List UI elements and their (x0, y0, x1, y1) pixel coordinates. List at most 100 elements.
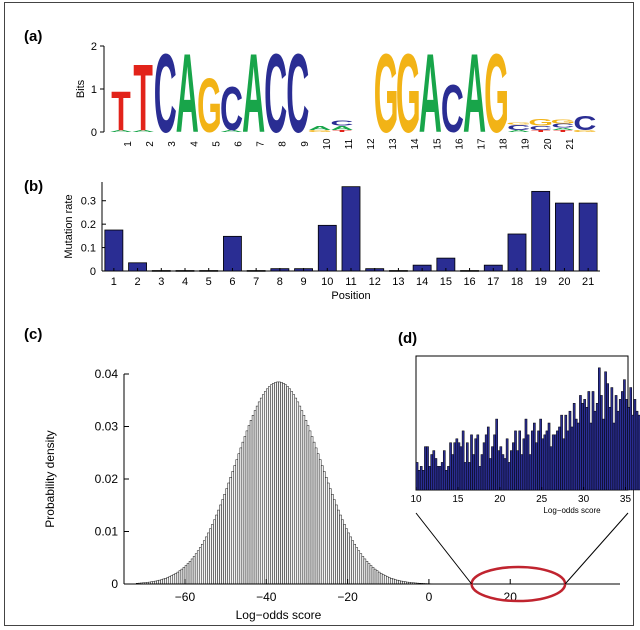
inset-bin (577, 422, 580, 491)
inset-bin (598, 367, 601, 491)
inset-bin (574, 418, 578, 491)
inset-bin (583, 399, 586, 491)
logo-letter-G: G (374, 33, 399, 157)
inset-x-tick-label: 35 (620, 494, 632, 505)
bar-x-tick-label: 10 (321, 276, 333, 288)
bar-x-tick-label: 8 (277, 276, 283, 288)
inset-bin (549, 446, 553, 491)
inset-bin (535, 442, 538, 491)
inset-bin (568, 410, 572, 491)
inset-bin (593, 410, 597, 491)
inset-bin (417, 470, 421, 491)
inset-bin (589, 422, 593, 491)
inset-bin (618, 399, 622, 491)
inset-bin (610, 387, 614, 491)
inset-x-axis-label: Log−odds score (543, 506, 601, 515)
logo-letter-T: T (553, 129, 573, 132)
inset-x-tick-label: 25 (536, 494, 548, 505)
inset-bin (438, 466, 442, 491)
inset-x-tick-label: 30 (578, 494, 590, 505)
logo-letter-C: C (286, 33, 309, 157)
inset-bin (528, 454, 532, 491)
logo-position-label: 21 (565, 138, 576, 150)
inset-x-tick-label: 10 (410, 494, 422, 505)
logo-position-label: 12 (366, 138, 377, 150)
logo-letter-A: A (463, 33, 486, 157)
bar-x-tick-label: 13 (392, 276, 404, 288)
logo-letter-G: G (550, 118, 575, 125)
inset-bin (543, 434, 547, 491)
inset-x-tick-label: 20 (494, 494, 506, 505)
logo-letter-C: C (264, 33, 287, 157)
density-y-tick-label: 0.02 (95, 472, 119, 486)
logo-letter-G: G (506, 122, 531, 125)
bar-x-tick-label: 7 (253, 276, 259, 288)
inset-bin (424, 446, 427, 491)
logo-position-label: 6 (234, 141, 245, 147)
inset-bin (510, 450, 513, 491)
inset-bin (436, 466, 440, 491)
inset-bin (551, 434, 555, 491)
inset-bin (606, 383, 609, 491)
inset-bin (522, 438, 526, 491)
figure-frame (4, 2, 634, 626)
bar-y-tick-label: 0 (90, 266, 96, 278)
inset-bin (560, 414, 563, 491)
inset-bin (495, 418, 498, 491)
inset-bin (501, 454, 505, 491)
inset-bin (558, 426, 561, 491)
logo-letter-A: A (176, 33, 199, 157)
logo-letter-T: T (111, 79, 131, 142)
inset-bin (612, 422, 616, 491)
inset-bin (442, 450, 446, 491)
inset-bin (579, 395, 582, 491)
logo-letter-G: G (197, 64, 222, 149)
inset-bin (516, 450, 519, 491)
inset-bin (595, 403, 599, 491)
inset-bin (459, 446, 463, 491)
inset-bin (449, 442, 452, 491)
logo-letter-G: G (573, 129, 598, 132)
inset-bin (491, 446, 494, 491)
logo-letter-A: A (132, 129, 155, 132)
logo-letter-T: T (332, 129, 352, 132)
logo-letter-G: G (528, 117, 553, 127)
bar-x-tick-label: 18 (511, 276, 523, 288)
bar-x-tick-label: 21 (582, 276, 594, 288)
bar-x-tick-label: 14 (416, 276, 428, 288)
logo-letter-C: C (330, 119, 353, 127)
inset-bin (503, 458, 507, 491)
density-y-tick-label: 0.01 (95, 525, 119, 539)
logo-position-label: 2 (145, 141, 156, 147)
logo-letter-C: C (573, 111, 596, 134)
density-x-tick-label: 0 (426, 590, 433, 604)
bar-x-tick-label: 16 (463, 276, 475, 288)
logo-letter-A: A (110, 129, 133, 132)
inset-bin (447, 466, 450, 491)
inset-bin (572, 403, 576, 491)
inset-bin (445, 470, 448, 491)
logo-position-label: 7 (256, 141, 267, 147)
logo-letter-C: C (529, 124, 552, 131)
inset-bin (545, 430, 549, 491)
inset-bin (566, 430, 570, 491)
logo-position-label: 5 (211, 141, 222, 147)
inset-bin (415, 462, 419, 491)
bar-x-axis-label: Position (331, 290, 370, 302)
inset-bin (604, 371, 607, 491)
bar-y-tick-label: 0.2 (81, 219, 96, 231)
inset-bin (434, 458, 438, 491)
inset-bin (621, 391, 624, 491)
density-y-axis-label: Probability density (43, 430, 57, 527)
mutation-rate-bar-chart: 00.10.20.31 2 3 4 5 6 7 8 9 10 11 12 13 14 15 16 17 18 19 2… (63, 182, 600, 302)
inset-bin (463, 462, 467, 491)
inset-bin (474, 438, 478, 491)
panel-label-a: (a) (24, 28, 43, 45)
logo-letter-A: A (242, 33, 265, 157)
logo-position-label: 4 (189, 141, 200, 147)
inset-bin (514, 430, 517, 491)
logo-y-tick-label: 2 (91, 41, 97, 53)
logo-position-label: 8 (278, 141, 289, 147)
